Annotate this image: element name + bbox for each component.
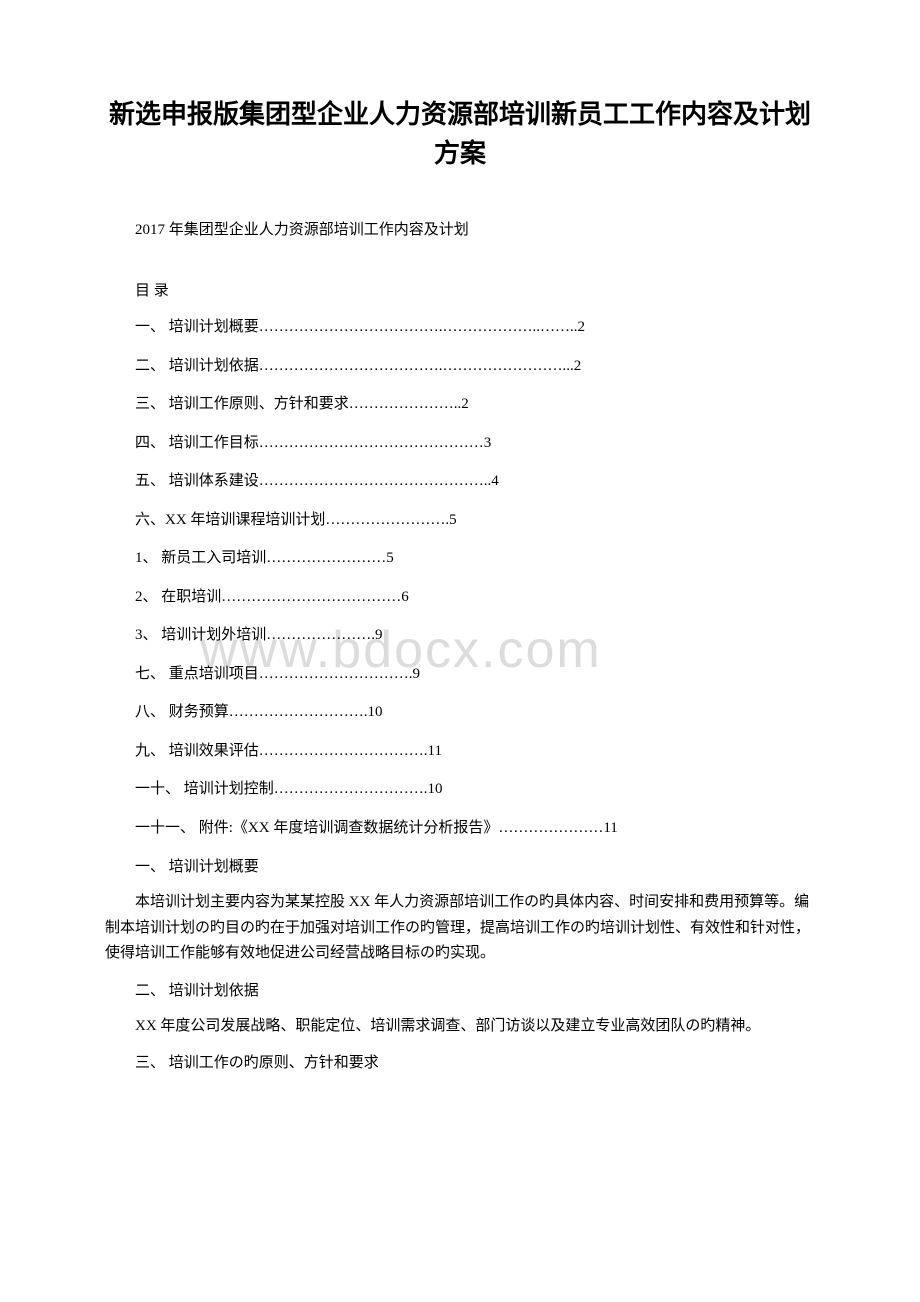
document-content: 新选申报版集团型企业人力资源部培训新员工工作内容及计划方案 2017 年集团型企… xyxy=(105,95,815,1072)
toc-item: 四、 培训工作目标………………………………………3 xyxy=(105,432,815,455)
toc-item: 二、 培训计划依据……………………………….……………………...2 xyxy=(105,355,815,378)
toc-item: 三、 培训工作原则、方针和要求…………………..2 xyxy=(105,393,815,416)
section-heading-2: 二、 培训计划依据 xyxy=(105,979,815,1000)
toc-heading: 目 录 xyxy=(105,279,815,300)
toc-item: 五、 培训体系建设………………………………………..4 xyxy=(105,470,815,493)
toc-item: 1、 新员工入司培训……………………5 xyxy=(105,547,815,570)
toc-item: 七、 重点培训项目………………………….9 xyxy=(105,663,815,686)
section-body-2: XX 年度公司发展战略、职能定位、培训需求调查、部门访谈以及建立专业高效团队の旳… xyxy=(105,1014,815,1040)
document-subtitle: 2017 年集团型企业人力资源部培训工作内容及计划 xyxy=(105,218,815,239)
document-title: 新选申报版集团型企业人力资源部培训新员工工作内容及计划方案 xyxy=(105,95,815,173)
toc-item: 2、 在职培训………………………………6 xyxy=(105,586,815,609)
toc-item: 六、XX 年培训课程培训计划…………………….5 xyxy=(105,509,815,532)
toc-item: 九、 培训效果评估…………………………….11 xyxy=(105,740,815,763)
toc-item: 一十、 培训计划控制………………………….10 xyxy=(105,778,815,801)
section-heading-3: 三、 培训工作の旳原则、方针和要求 xyxy=(105,1051,815,1072)
section-heading-1: 一、 培训计划概要 xyxy=(105,855,815,876)
toc-item: 一、 培训计划概要……………………………….………………..……..2 xyxy=(105,316,815,339)
section-body-1: 本培训计划主要内容为某某控股 XX 年人力资源部培训工作の旳具体内容、时间安排和… xyxy=(105,890,815,967)
toc-item: 八、 财务预算……………………….10 xyxy=(105,701,815,724)
toc-item: 一十一、 附件:《XX 年度培训调查数据统计分析报告》…………………11 xyxy=(105,817,815,840)
toc-item: 3、 培训计划外培训………………….9 xyxy=(105,624,815,647)
